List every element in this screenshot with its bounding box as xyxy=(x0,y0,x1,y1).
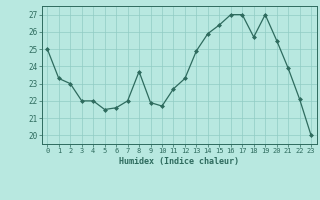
X-axis label: Humidex (Indice chaleur): Humidex (Indice chaleur) xyxy=(119,157,239,166)
